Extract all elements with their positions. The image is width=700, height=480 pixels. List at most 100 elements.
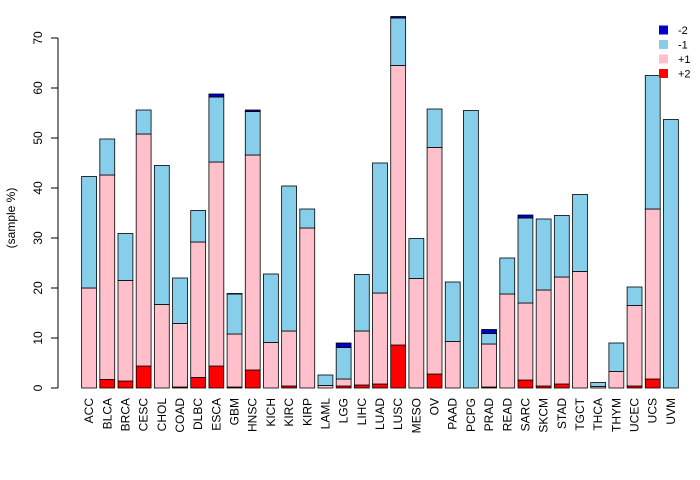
x-tick-label: STAD <box>555 398 569 429</box>
x-tick-label: THCA <box>591 398 605 431</box>
x-tick-label: UCS <box>646 398 660 423</box>
bar-segment <box>335 347 352 380</box>
bar-segment <box>608 342 625 372</box>
legend-swatch <box>659 54 668 64</box>
legend-swatch <box>659 25 668 35</box>
legend-swatch <box>659 40 668 49</box>
bar-segment <box>444 341 461 389</box>
bar-segment <box>117 233 134 281</box>
x-tick-label: READ <box>500 398 514 432</box>
bar-segment <box>644 208 661 380</box>
bar-segment <box>390 344 407 389</box>
x-tick-label: BRCA <box>118 398 132 431</box>
bar-segment <box>208 93 225 98</box>
x-tick-label: LGG <box>337 398 351 423</box>
bar-segment <box>535 218 552 291</box>
bar-segment <box>353 384 370 389</box>
bar-segment <box>190 241 207 378</box>
bar-segment <box>572 271 588 389</box>
y-tick-label: 20 <box>31 281 45 295</box>
bar-segment <box>372 162 388 294</box>
bar-segment <box>244 111 261 156</box>
x-tick-label: CESC <box>137 398 151 432</box>
x-tick-label: ESCA <box>209 398 223 431</box>
bar-segment <box>353 330 370 386</box>
bar-segment <box>135 133 152 367</box>
x-tick-label: TGCT <box>573 397 587 430</box>
bar-segment <box>444 281 461 342</box>
legend-label: -1 <box>678 40 688 52</box>
bar-segment <box>99 379 116 389</box>
bar-segment <box>553 383 570 389</box>
bar-segment <box>299 227 316 389</box>
bar-segment <box>208 365 225 389</box>
bar-segment <box>626 286 643 306</box>
bar-segment <box>535 289 552 387</box>
bar-segment <box>81 287 97 389</box>
bar-segment <box>372 383 388 389</box>
bar-segment <box>426 373 443 389</box>
x-tick-label: KIRP <box>300 398 314 426</box>
bar-segment <box>244 109 261 112</box>
legend-label: +1 <box>678 54 691 66</box>
bar-segment <box>317 374 334 386</box>
bar-segment <box>517 302 534 381</box>
y-tick-label: 30 <box>31 231 45 245</box>
bar-segment <box>481 329 497 334</box>
x-tick-label: THYM <box>609 398 623 432</box>
bar-segment <box>626 305 643 387</box>
x-tick-label: SARC <box>518 398 532 432</box>
bar-segment <box>208 96 225 163</box>
x-tick-label: CHOL <box>155 398 169 432</box>
x-tick-label: PAAD <box>446 398 460 430</box>
x-tick-label: UCEC <box>628 398 642 432</box>
bar-segment <box>153 165 170 305</box>
bar-segment <box>553 215 570 278</box>
bar-segment <box>117 380 134 389</box>
x-tick-label: LUAD <box>373 398 387 430</box>
legend-label: -2 <box>678 25 688 37</box>
bar-segment <box>208 161 225 367</box>
y-tick-label: 40 <box>31 181 45 195</box>
bar-segment <box>172 277 188 324</box>
legend-label: +2 <box>678 69 691 81</box>
legend-swatch <box>659 69 668 78</box>
x-tick-label: HNSC <box>246 398 260 432</box>
y-tick-label: 10 <box>31 331 45 345</box>
y-tick-label: 50 <box>31 131 45 145</box>
y-tick-label: 70 <box>31 31 45 45</box>
x-tick-label: PRAD <box>482 398 496 432</box>
bar-segment <box>572 194 588 272</box>
bar-segment <box>408 278 425 389</box>
bar-segment <box>263 273 279 343</box>
x-tick-label: LAML <box>318 398 332 430</box>
x-tick-label: PCPG <box>464 398 478 432</box>
bar-segment <box>335 378 352 387</box>
bar-segment <box>190 377 207 389</box>
bar-segment <box>281 330 297 387</box>
bar-segment <box>153 304 170 389</box>
x-axis-labels: ACC BLCA BRCA CESC CHOL COAD DLBC ESCA GBM HNSC KI… <box>82 397 678 433</box>
bar-segment <box>99 174 116 380</box>
bar-segment <box>463 110 479 389</box>
bar-segment <box>335 342 352 348</box>
bar-segment <box>372 292 388 385</box>
bar-segment <box>190 210 207 243</box>
bar-segment <box>353 274 370 332</box>
bar-segment <box>426 147 443 375</box>
x-tick-label: SKCM <box>537 398 551 433</box>
y-tick-label: 60 <box>31 81 45 95</box>
bar-segment <box>244 154 261 371</box>
bar-segment <box>226 333 243 388</box>
y-tick-label: 0 <box>31 384 45 391</box>
bar-segment <box>408 238 425 279</box>
bar-segment <box>644 75 661 210</box>
bar-segment <box>481 343 497 388</box>
x-tick-label: GBM <box>228 398 242 425</box>
x-tick-label: OV <box>428 398 442 415</box>
bar-segment <box>299 208 316 229</box>
y-axis: 0 10 20 30 40 50 60 70 <box>31 31 59 391</box>
x-tick-label: ACC <box>82 398 96 424</box>
bar-segment <box>517 379 534 389</box>
